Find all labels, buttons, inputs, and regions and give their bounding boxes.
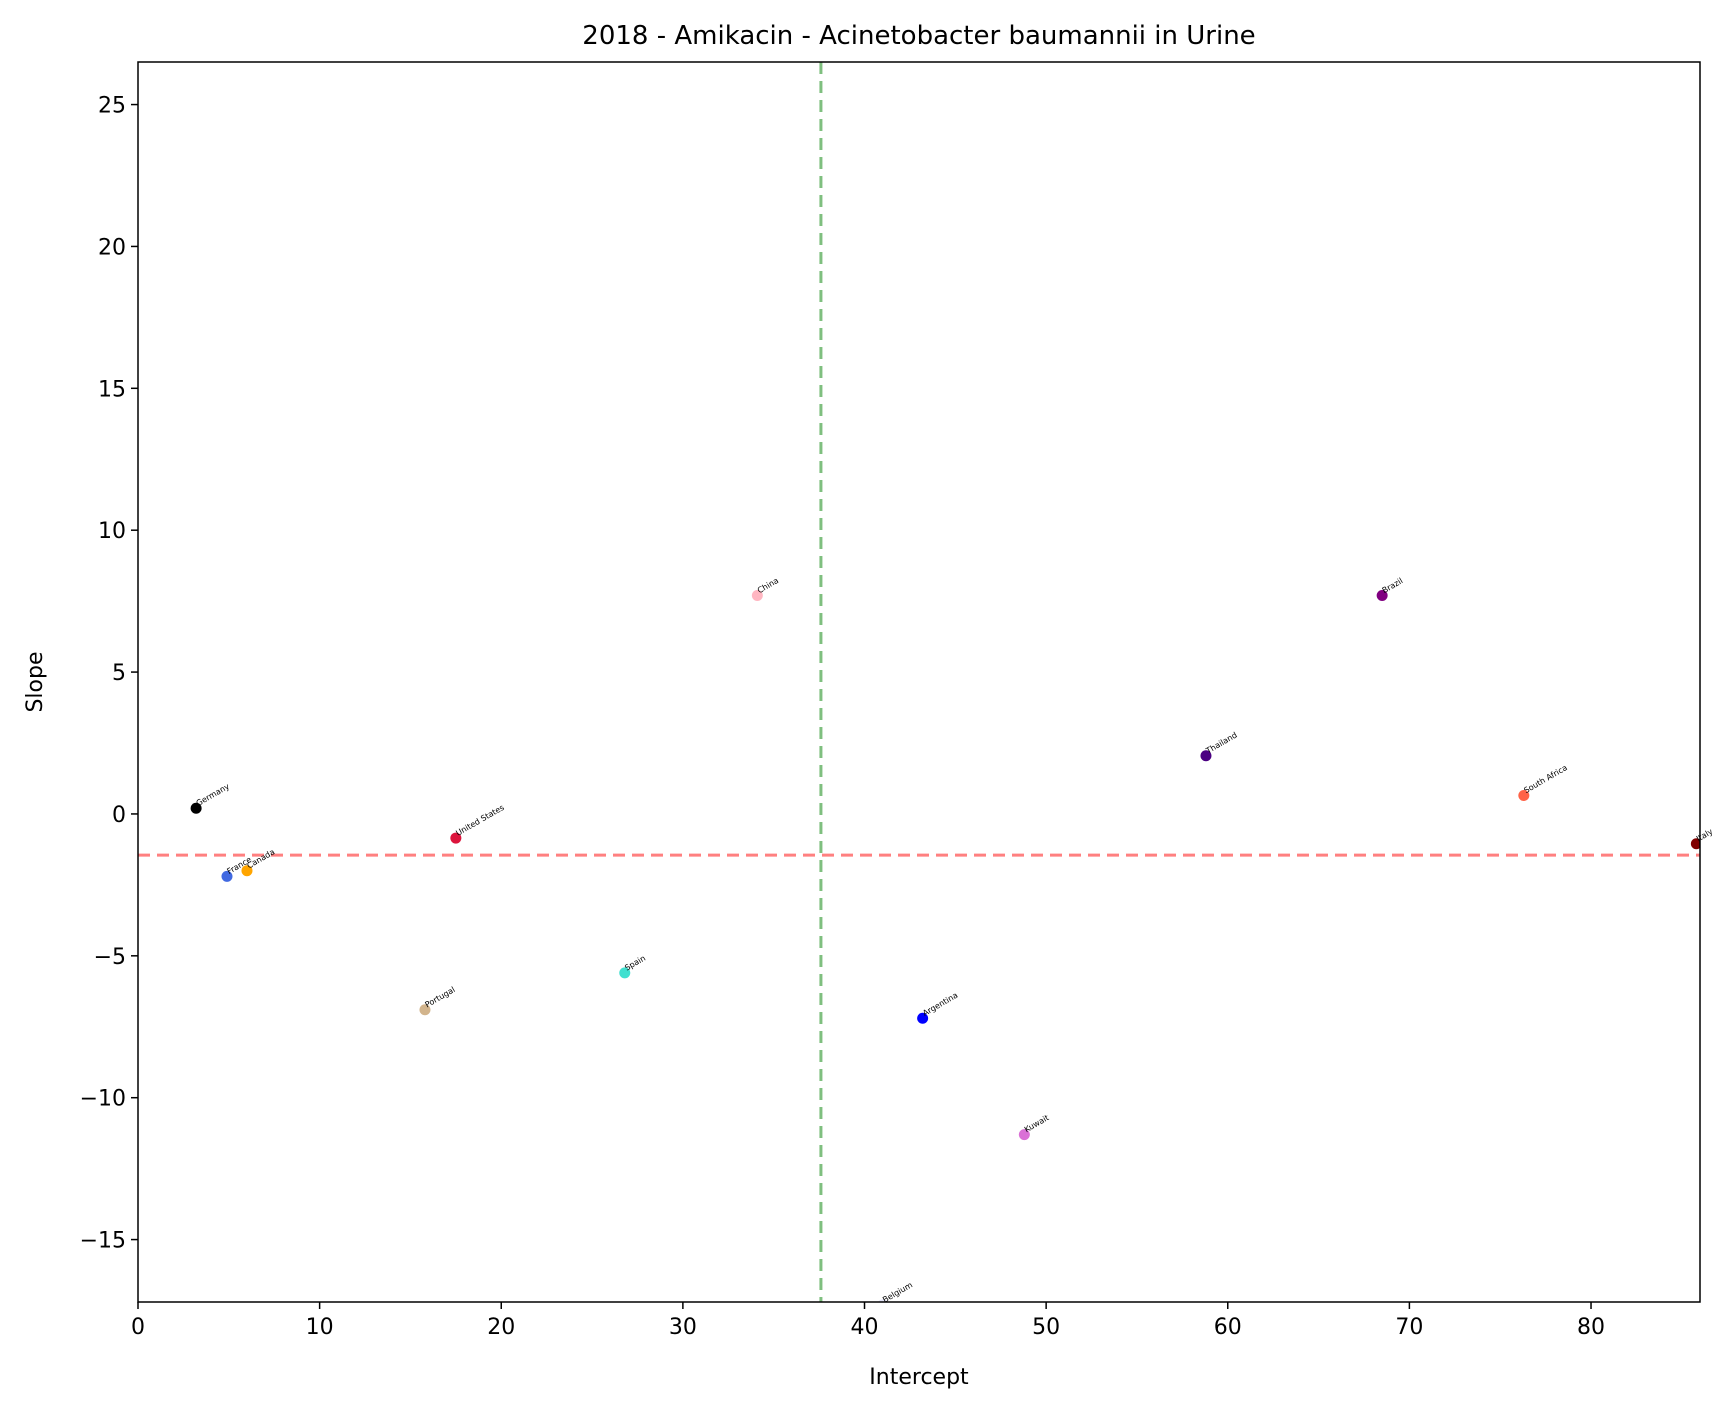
x-tick-label: 40: [851, 1315, 879, 1340]
x-axis-ticks: 0 10 20 30 40 50 60 70 80: [131, 1302, 1605, 1340]
x-tick-label: 80: [1577, 1315, 1605, 1340]
data-point-united-states: [450, 832, 462, 844]
data-point-label-germany: Germany: [195, 782, 232, 808]
y-tick-label: 15: [98, 377, 126, 402]
data-point-brazil: [1376, 589, 1388, 601]
data-point-label-argentina: Argentina: [921, 991, 959, 1018]
x-tick-label: 70: [1395, 1315, 1423, 1340]
y-tick-label: −15: [80, 1229, 126, 1254]
x-tick-label: 0: [131, 1315, 145, 1340]
data-point-label-belgium: Belgium: [881, 1280, 914, 1304]
data-point-france: [221, 870, 233, 882]
data-point-label-brazil: Brazil: [1381, 576, 1405, 595]
y-tick-label: 5: [112, 661, 126, 686]
y-tick-label: 25: [98, 94, 126, 119]
data-point-label-italy: Italy: [1695, 827, 1715, 844]
data-point-spain: [619, 967, 631, 979]
y-axis-ticks: −15 −10 −5 0 5 10 15 20 25: [80, 94, 138, 1254]
reference-lines: [138, 62, 1700, 1302]
plot-frame: [137, 61, 1701, 1303]
x-axis-label: Intercept: [869, 1365, 969, 1390]
y-axis-label: Slope: [23, 651, 48, 712]
y-tick-label: −5: [94, 945, 126, 970]
data-point-italy: [1690, 838, 1700, 850]
x-tick-label: 50: [1032, 1315, 1060, 1340]
data-point-canada: [241, 865, 253, 877]
y-tick-label: 0: [112, 803, 126, 828]
y-tick-label: −10: [80, 1087, 126, 1112]
data-point-label-canada: Canada: [245, 847, 276, 870]
data-point-label-spain: Spain: [623, 954, 647, 973]
data-point-china: [751, 589, 763, 601]
data-point-label-portugal: Portugal: [423, 985, 456, 1009]
y-tick-label: 20: [98, 235, 126, 260]
x-tick-label: 60: [1214, 1315, 1242, 1340]
data-point-label-south-africa: South Africa: [1522, 763, 1569, 795]
data-point-label-united-states: United States: [454, 803, 505, 838]
data-point-thailand: [1200, 750, 1212, 762]
data-point-label-thailand: Thailand: [1204, 731, 1239, 756]
data-point-portugal: [419, 1004, 431, 1016]
data-points: [190, 589, 1700, 1302]
data-point-label-china: China: [756, 576, 780, 595]
x-tick-label: 30: [669, 1315, 697, 1340]
y-tick-label: 10: [98, 519, 126, 544]
data-point-label-kuwait: Kuwait: [1023, 1113, 1051, 1134]
x-tick-label: 10: [306, 1315, 334, 1340]
data-point-kuwait: [1018, 1129, 1030, 1141]
data-point-germany: [190, 802, 202, 814]
data-point-argentina: [917, 1012, 929, 1024]
x-tick-label: 20: [487, 1315, 515, 1340]
chart-title: 2018 - Amikacin - Acinetobacter baumanni…: [582, 21, 1255, 51]
data-point-south-africa: [1518, 790, 1530, 802]
